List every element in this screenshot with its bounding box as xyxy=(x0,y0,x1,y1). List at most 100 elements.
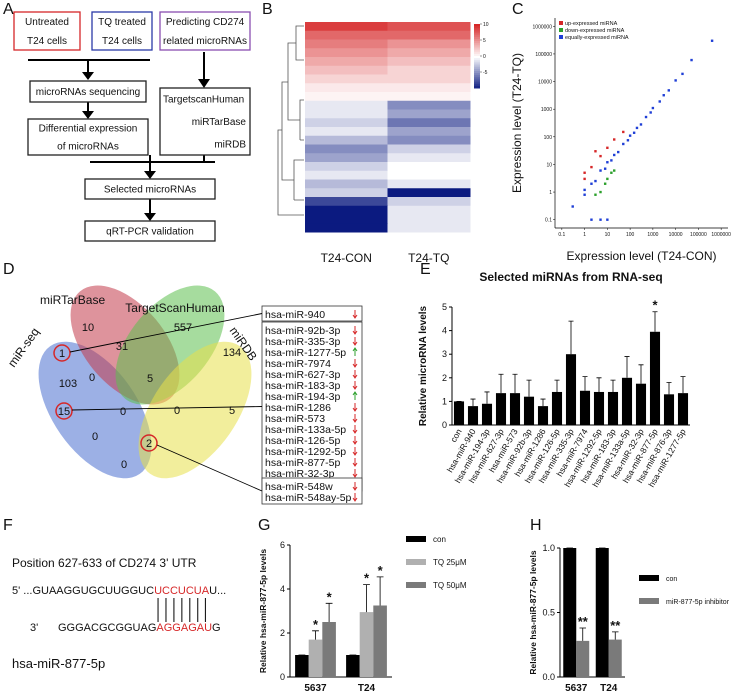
mirna-name: hsa-miR-1292-5p xyxy=(265,446,346,458)
heatmap-cell xyxy=(305,188,388,198)
legend-label: TQ 50μM xyxy=(433,581,467,590)
heatmap-cell xyxy=(387,127,471,137)
colorbar-step xyxy=(474,53,480,57)
x-tick-label: 1 xyxy=(583,232,586,238)
y-tick-label: 1 xyxy=(549,190,552,196)
legend-label: miR-877-5p inhibitor xyxy=(666,599,730,606)
flow-text: Untreated xyxy=(25,17,69,28)
point xyxy=(617,150,620,154)
colorbar-step xyxy=(474,49,480,53)
point xyxy=(583,171,586,174)
point xyxy=(599,169,602,172)
colorbar-step xyxy=(474,45,480,48)
point xyxy=(599,218,602,221)
bar xyxy=(663,394,675,425)
y-tick-label: 2 xyxy=(442,373,447,383)
direction-arrow xyxy=(352,370,358,379)
direction-arrow xyxy=(352,425,358,434)
heatmap-cell xyxy=(305,214,388,224)
pointer-line xyxy=(71,406,263,411)
heatmap-cell xyxy=(387,22,471,32)
mirna-name: hsa-miR-548ay-5p xyxy=(265,492,352,504)
pointer-line xyxy=(156,444,263,492)
point xyxy=(606,177,609,181)
x-tick-label: 100000 xyxy=(690,232,707,238)
y-tick-label: 2 xyxy=(280,628,285,638)
error-bar xyxy=(582,376,588,391)
significance: * xyxy=(378,563,384,578)
y-tick-label: 1000 xyxy=(541,107,552,113)
error-bar xyxy=(612,631,619,640)
flow-box xyxy=(13,11,81,51)
heatmap-cell xyxy=(305,118,388,128)
panel-label: H xyxy=(530,517,542,534)
colorbar-step xyxy=(474,77,480,80)
count-highlight xyxy=(140,434,158,452)
mirna-name: hsa-miR-133a-5p xyxy=(265,424,346,436)
colorbar-step xyxy=(474,43,480,46)
y-tick-label: 0.0 xyxy=(542,672,555,682)
region-count: 5 xyxy=(147,373,153,385)
heatmap-cell xyxy=(305,170,388,180)
heatmap-cell xyxy=(305,127,388,137)
pointer-line xyxy=(69,313,263,353)
y-tick-label: 100 xyxy=(544,135,553,141)
legend-swatch xyxy=(406,582,426,588)
point xyxy=(613,169,616,172)
utr-part: U... xyxy=(209,585,226,597)
direction-arrow xyxy=(352,403,358,412)
flow-text: TQ treated xyxy=(98,17,146,28)
bar xyxy=(509,393,521,425)
significance: ** xyxy=(610,618,621,633)
heatmap-cell xyxy=(305,179,388,189)
point xyxy=(594,193,597,196)
error-bar xyxy=(376,576,384,606)
heatmap-cell xyxy=(305,30,388,40)
direction-arrow xyxy=(352,347,358,356)
mirna-name: hsa-miR-1286 xyxy=(265,402,331,414)
error-bar xyxy=(484,391,490,404)
heatmap-cell xyxy=(305,153,388,163)
bar xyxy=(608,639,622,677)
flow-text: Predicting CD274 xyxy=(166,17,245,28)
bar xyxy=(635,383,647,425)
point xyxy=(610,159,613,162)
region-count: 5 xyxy=(229,405,235,417)
heatmap-cell xyxy=(387,30,471,40)
direction-arrow xyxy=(352,414,358,423)
heatmap-cell xyxy=(305,83,388,93)
heatmap-cell xyxy=(387,118,471,128)
flow-text: Differential expression xyxy=(39,124,138,135)
flow-connectors xyxy=(28,52,215,214)
point xyxy=(594,179,597,183)
bar xyxy=(495,393,507,425)
x-tick-label: 100 xyxy=(626,232,635,238)
flow-text: Selected microRNAs xyxy=(104,185,196,196)
region-count: 557 xyxy=(174,322,192,334)
bar xyxy=(677,393,689,425)
column-label: T24-TQ xyxy=(408,251,449,265)
colorbar-step xyxy=(474,85,480,89)
error-bar xyxy=(540,398,546,407)
point xyxy=(606,146,609,150)
flow-text: T24 cells xyxy=(27,36,67,47)
colorbar-step xyxy=(474,79,480,83)
panel-label: D xyxy=(3,261,15,278)
region-count: 0 xyxy=(121,459,127,471)
venn-set xyxy=(138,341,252,479)
y-axis-title: Relative hsa-miR-877-5p levels xyxy=(258,549,268,674)
legend-label: equally-expressed miRNA xyxy=(565,35,629,41)
bar xyxy=(308,639,323,677)
flow-text: microRNAs sequencing xyxy=(36,87,141,98)
point xyxy=(583,193,586,196)
flow-box xyxy=(159,11,251,51)
error-bar xyxy=(512,373,518,394)
point xyxy=(649,111,652,114)
point xyxy=(622,130,625,134)
mirna-prime: 3' xyxy=(30,622,38,634)
point xyxy=(583,188,586,192)
region-count: 10 xyxy=(82,322,94,334)
point xyxy=(710,39,714,42)
y-tick-label: 3 xyxy=(442,349,447,359)
